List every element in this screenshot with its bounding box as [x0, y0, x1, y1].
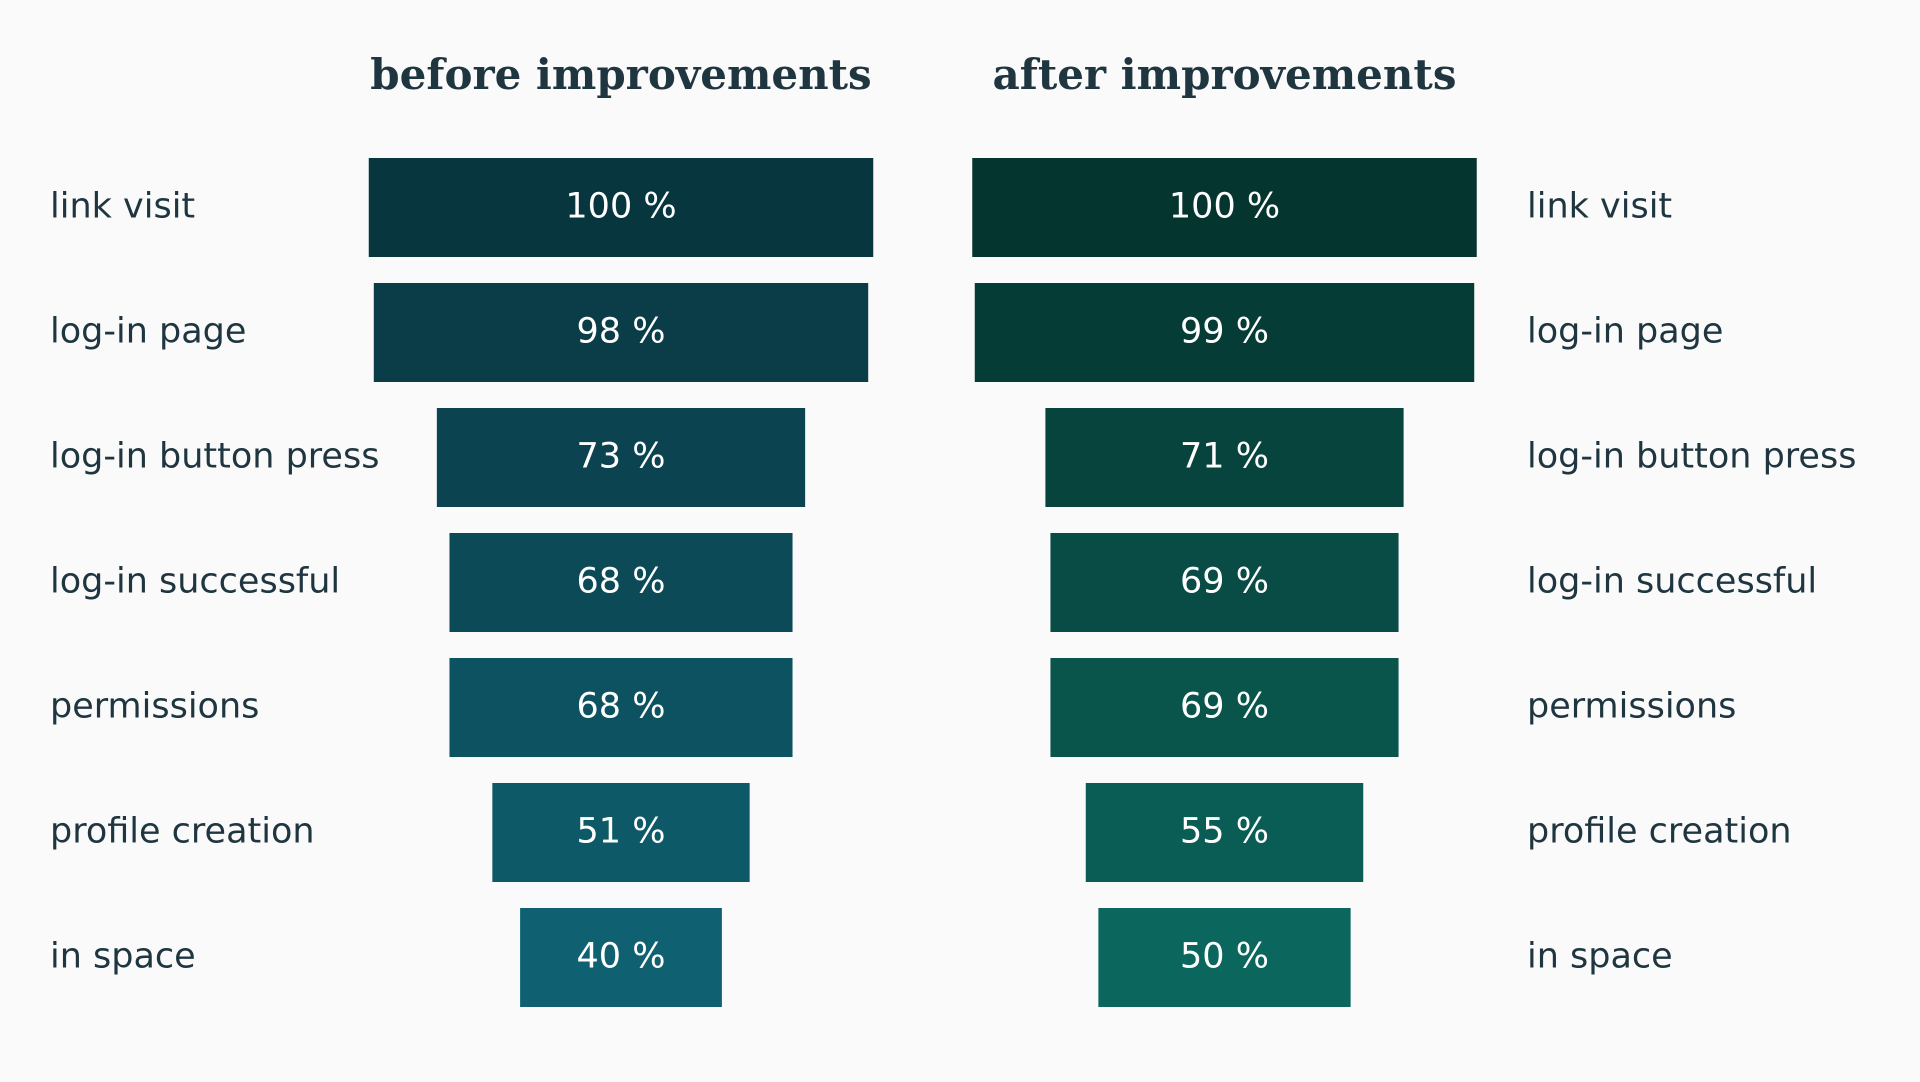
funnel-bar — [972, 158, 1477, 257]
value-label: 50 % — [1180, 937, 1269, 977]
funnel-bar — [492, 783, 750, 882]
category-label: permissions — [1527, 687, 1736, 727]
value-label: 68 % — [577, 562, 666, 602]
value-label: 69 % — [1180, 562, 1269, 602]
funnel-bar — [1050, 658, 1399, 757]
category-label: profile creation — [1527, 812, 1792, 852]
value-label: 99 % — [1180, 312, 1269, 352]
category-label: link visit — [50, 187, 195, 227]
funnel-bar — [373, 283, 869, 382]
category-label: permissions — [50, 687, 259, 727]
funnel-bar — [449, 533, 793, 632]
funnel-bar — [1050, 533, 1399, 632]
category-label: log-in page — [1527, 312, 1723, 352]
funnel-bar — [449, 658, 793, 757]
funnel-bar — [974, 283, 1475, 382]
value-label: 73 % — [577, 437, 666, 477]
chart-title: after improvements — [993, 50, 1457, 99]
funnel-bar — [1045, 408, 1404, 507]
category-label: log-in successful — [1527, 562, 1817, 602]
funnel-bar — [520, 908, 722, 1007]
category-label: link visit — [1527, 187, 1672, 227]
category-label: log-in page — [50, 312, 246, 352]
category-label: log-in successful — [50, 562, 340, 602]
funnel-bar — [436, 408, 806, 507]
funnel-bar — [368, 158, 874, 257]
value-label: 100 % — [565, 187, 676, 227]
value-label: 69 % — [1180, 687, 1269, 727]
chart-title: before improvements — [370, 50, 871, 99]
value-label: 55 % — [1180, 812, 1269, 852]
value-label: 40 % — [577, 937, 666, 977]
category-label: in space — [50, 937, 196, 977]
funnel-bar — [1085, 783, 1364, 882]
funnel-bar — [1098, 908, 1351, 1007]
value-label: 51 % — [577, 812, 666, 852]
value-label: 68 % — [577, 687, 666, 727]
value-label: 71 % — [1180, 437, 1269, 477]
category-label: log-in button press — [1527, 437, 1856, 477]
category-label: log-in button press — [50, 437, 379, 477]
value-label: 100 % — [1169, 187, 1280, 227]
category-label: in space — [1527, 937, 1673, 977]
value-label: 98 % — [577, 312, 666, 352]
category-label: profile creation — [50, 812, 315, 852]
